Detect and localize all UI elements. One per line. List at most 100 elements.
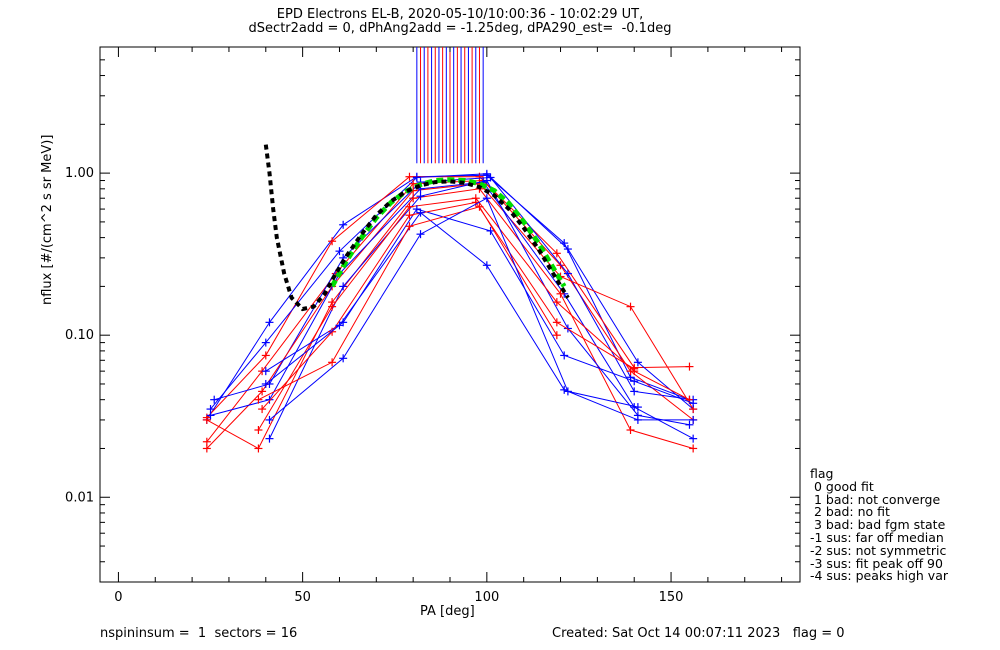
data-point [328, 358, 337, 367]
fit-curve-green [329, 177, 567, 288]
series-line [210, 173, 694, 410]
data-point [339, 354, 348, 363]
series-line [206, 183, 694, 449]
data-point [563, 245, 572, 254]
y-tick-label: 1.00 [65, 166, 94, 181]
data-point [689, 434, 698, 443]
series-line [257, 197, 690, 431]
data-point [412, 205, 421, 214]
flag-legend-entry: 0 good fit [810, 478, 874, 494]
data-point [552, 318, 561, 327]
flag-legend-entry: -4 sus: peaks high var [810, 568, 949, 584]
flag-legend-entry: 1 bad: not converge [810, 491, 941, 507]
data-point [482, 176, 491, 185]
chart-title-line2: dSectr2add = 0, dPhAng2add = -1.25deg, d… [248, 21, 672, 36]
data-point [552, 331, 561, 340]
data-point [475, 202, 484, 211]
data-point [630, 387, 639, 396]
data-point [265, 395, 274, 404]
data-point [409, 194, 418, 203]
data-point [261, 338, 270, 347]
data-point [685, 420, 694, 429]
data-point [202, 437, 211, 446]
series-line [210, 181, 694, 440]
flag-legend-entry: -1 sus: far off median [810, 529, 944, 545]
data-point [265, 415, 274, 424]
y-axis-label: nflux [#/(cm^2 s sr MeV)] [40, 134, 55, 305]
x-axis-label: PA [deg] [420, 604, 475, 619]
flag-legend-entry: -3 sus: fit peak off 90 [810, 555, 943, 571]
data-point [689, 415, 698, 424]
data-series [202, 169, 698, 453]
flag-legend-entry: 3 bad: bad fgm state [810, 517, 946, 533]
data-point [633, 358, 642, 367]
data-point [556, 261, 565, 270]
data-point [254, 444, 263, 453]
data-point [261, 367, 270, 376]
data-point [560, 351, 569, 360]
series-line [206, 179, 694, 443]
data-point [626, 426, 635, 435]
flag-legend: flag 0 good fit 1 bad: not converge 2 ba… [810, 467, 949, 584]
data-point [482, 169, 491, 178]
footer-spin-info: nspininsum = 1 sectors = 16 [100, 626, 298, 641]
y-tick-label: 0.10 [65, 328, 94, 343]
data-point [412, 173, 421, 182]
data-point [328, 302, 337, 311]
data-point [202, 415, 211, 424]
data-point [563, 269, 572, 278]
data-point [202, 444, 211, 453]
data-point [405, 222, 414, 231]
data-point [405, 211, 414, 220]
data-point [416, 192, 425, 201]
x-tick-label: 150 [659, 590, 684, 605]
data-point [563, 387, 572, 396]
flag-legend-entry: 2 bad: no fit [810, 504, 890, 520]
data-point [633, 415, 642, 424]
data-point [258, 405, 267, 414]
chart-title-line1: EPD Electrons EL-B, 2020-05-10/10:00:36 … [276, 7, 644, 22]
data-point [409, 179, 418, 188]
axis-ticks: 0 50 100 150 0.01 0.10 1.00 [65, 46, 800, 605]
data-point [261, 379, 270, 388]
data-point [416, 230, 425, 239]
data-point [482, 194, 491, 203]
x-tick-label: 50 [294, 590, 311, 605]
flag-legend-entry: -2 sus: not symmetric [810, 542, 947, 558]
data-point [685, 362, 694, 371]
data-point [630, 364, 639, 373]
data-point [482, 261, 491, 270]
data-point [405, 172, 414, 181]
data-point [556, 289, 565, 298]
y-tick-label: 0.01 [65, 490, 94, 505]
data-point [689, 444, 698, 453]
data-point [335, 247, 344, 256]
data-point [335, 321, 344, 330]
data-point [689, 399, 698, 408]
series-line [206, 188, 694, 450]
data-point [339, 220, 348, 229]
data-point [254, 426, 263, 435]
data-point [552, 249, 561, 258]
series-line [214, 176, 694, 401]
data-point [416, 208, 425, 217]
data-point [633, 403, 642, 412]
data-point [254, 395, 263, 404]
data-point [552, 298, 561, 307]
x-tick-label: 100 [474, 590, 499, 605]
pitch-angle-lines [416, 47, 484, 164]
data-point [206, 411, 215, 420]
series-line [269, 197, 639, 421]
data-point [630, 377, 639, 386]
data-point [258, 387, 267, 396]
footer-created-info: Created: Sat Oct 14 00:07:11 2023 flag =… [552, 626, 845, 641]
data-point [486, 226, 495, 235]
model-curve-black [263, 144, 570, 312]
data-point [210, 395, 219, 404]
series-line [206, 176, 690, 418]
series-line [265, 211, 694, 421]
fit-curves [263, 144, 570, 312]
data-point [405, 202, 414, 211]
data-point [328, 237, 337, 246]
